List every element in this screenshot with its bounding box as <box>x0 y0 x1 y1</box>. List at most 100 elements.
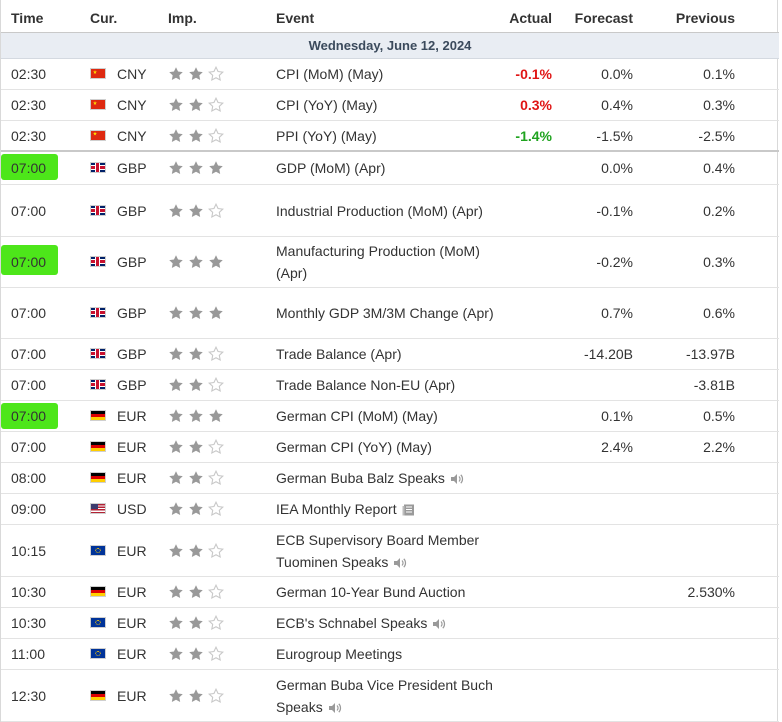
star-filled-icon <box>169 409 183 422</box>
event-name-link[interactable]: German CPI (MoM) (May) <box>276 408 438 424</box>
event-name-link[interactable]: PPI (YoY) (May) <box>276 127 377 144</box>
table-row[interactable]: 02:30 CNY CPI (MoM) (May) -0.1% 0.0% 0.1% <box>1 59 779 90</box>
china-flag-icon <box>90 68 106 79</box>
usa-flag-icon <box>90 503 106 514</box>
header-currency[interactable]: Cur. <box>90 10 118 26</box>
star-filled-icon <box>169 98 183 111</box>
event-name-cell[interactable]: German Buba Vice President Buch Speaks <box>276 670 501 721</box>
event-time: 07:00 <box>11 408 47 424</box>
event-name-cell[interactable]: German Buba Balz Speaks <box>276 463 501 493</box>
event-name-cell[interactable]: German 10-Year Bund Auction <box>276 577 501 607</box>
currency-code: EUR <box>117 542 147 559</box>
table-row[interactable]: 11:00 EUR Eurogroup Meetings <box>1 639 779 670</box>
event-name-cell[interactable]: ECB's Schnabel Speaks <box>276 608 501 638</box>
event-name-cell[interactable]: IEA Monthly Report <box>276 494 501 524</box>
star-empty-icon <box>208 439 224 455</box>
actual-value: -0.1% <box>515 66 552 82</box>
importance-rating <box>168 494 224 524</box>
importance-rating <box>168 432 224 462</box>
event-name-cell[interactable]: CPI (MoM) (May) <box>276 59 501 89</box>
event-name-link[interactable]: German Buba Vice President Buch Speaks <box>276 676 493 715</box>
table-row[interactable]: 07:00 GBP Trade Balance (Apr) -14.20B -13.97… <box>1 339 779 370</box>
event-name-link[interactable]: Trade Balance Non-EU (Apr) <box>276 377 456 393</box>
table-row[interactable]: 07:00 EUR German CPI (MoM) (May) 0.1% 0.5% <box>1 401 779 432</box>
header-time[interactable]: Time <box>11 10 44 26</box>
forecast-value: 0.0% <box>601 160 633 176</box>
event-name-cell[interactable]: Eurogroup Meetings <box>276 639 501 669</box>
star-filled-icon <box>169 647 183 660</box>
event-name-link[interactable]: Trade Balance (Apr) <box>276 346 402 362</box>
table-row[interactable]: 02:30 CNY PPI (YoY) (May) -1.4% -1.5% -2.5% <box>1 121 779 152</box>
event-name-cell[interactable]: Trade Balance (Apr) <box>276 339 501 369</box>
table-row[interactable]: 10:30 EUR German 10-Year Bund Auction 2.530… <box>1 577 779 608</box>
event-name-link[interactable]: German Buba Balz Speaks <box>276 470 445 486</box>
event-name-link[interactable]: Eurogroup Meetings <box>276 646 403 662</box>
table-row[interactable]: 10:30 EUR ECB's Schnabel Speaks <box>1 608 779 639</box>
uk-flag-icon <box>90 379 106 390</box>
star-filled-icon <box>189 67 203 80</box>
table-row[interactable]: 07:00 EUR German CPI (YoY) (May) 2.4% 2.2% <box>1 432 779 463</box>
event-name-cell[interactable]: GDP (MoM) (Apr) <box>276 152 501 184</box>
event-name-link[interactable]: Industrial Production (MoM) (Apr) <box>276 202 483 219</box>
header-event[interactable]: Event <box>276 10 315 26</box>
event-name-cell[interactable]: Trade Balance Non-EU (Apr) <box>276 370 501 400</box>
header-importance[interactable]: Imp. <box>168 10 197 26</box>
currency-code: GBP <box>117 160 147 176</box>
star-filled-icon <box>189 471 203 484</box>
star-filled-icon <box>189 502 203 515</box>
importance-rating <box>168 525 224 576</box>
forecast-value: -14.20B <box>583 346 633 362</box>
importance-rating <box>168 237 224 287</box>
star-filled-icon <box>189 161 203 174</box>
event-name-cell[interactable]: ECB Supervisory Board Member Tuominen Sp… <box>276 525 501 576</box>
event-name-cell[interactable]: German CPI (YoY) (May) <box>276 432 501 462</box>
table-row[interactable]: 08:00 EUR German Buba Balz Speaks <box>1 463 779 494</box>
event-name-link[interactable]: IEA Monthly Report <box>276 501 397 517</box>
currency-code: EUR <box>117 470 147 486</box>
event-name-link[interactable]: CPI (MoM) (May) <box>276 66 384 82</box>
event-name-link[interactable]: German 10-Year Bund Auction <box>276 584 466 600</box>
event-name-cell[interactable]: PPI (YoY) (May) <box>276 121 501 150</box>
event-name-cell[interactable]: CPI (YoY) (May) <box>276 90 501 120</box>
table-row[interactable]: 12:30 EUR German Buba Vice President Buch … <box>1 670 779 722</box>
currency-code: GBP <box>117 254 147 270</box>
header-previous[interactable]: Previous <box>675 10 735 26</box>
event-name-link[interactable]: ECB's Schnabel Speaks <box>276 615 428 631</box>
event-name-link[interactable]: Monthly GDP 3M/3M Change (Apr) <box>276 305 494 321</box>
star-empty-icon <box>208 97 224 113</box>
event-name-link[interactable]: Manufacturing Production (MoM) (Apr) <box>276 243 480 281</box>
star-filled-icon <box>169 203 183 217</box>
event-time: 10:30 <box>11 584 47 600</box>
speaker-icon <box>328 698 342 713</box>
table-row[interactable]: 02:30 CNY CPI (YoY) (May) 0.3% 0.4% 0.3% <box>1 90 779 121</box>
eu-flag-icon <box>90 544 106 556</box>
forecast-value: 2.4% <box>601 439 633 455</box>
table-row[interactable]: 07:00 GBP Manufacturing Production (MoM) (… <box>1 237 779 288</box>
table-row[interactable]: 07:00 GBP Trade Balance Non-EU (Apr) -3.81B <box>1 370 779 401</box>
table-row[interactable]: 10:15 EUR ECB Supervisory Board Member Tuo… <box>1 525 779 577</box>
event-name-link[interactable]: ECB Supervisory Board Member Tuominen Sp… <box>276 531 480 570</box>
table-row[interactable]: 07:00 GBP GDP (MoM) (Apr) 0.0% 0.4% <box>1 152 779 185</box>
event-name-link[interactable]: German CPI (YoY) (May) <box>276 439 432 455</box>
event-name-cell[interactable]: Industrial Production (MoM) (Apr) <box>276 185 501 236</box>
table-row[interactable]: 09:00 USD IEA Monthly Report <box>1 494 779 525</box>
table-row[interactable]: 07:00 GBP Monthly GDP 3M/3M Change (Apr) 0.… <box>1 288 779 339</box>
event-name-link[interactable]: CPI (YoY) (May) <box>276 97 378 113</box>
importance-rating <box>168 670 224 721</box>
header-forecast[interactable]: Forecast <box>574 10 633 26</box>
table-row[interactable]: 07:00 GBP Industrial Production (MoM) (Apr… <box>1 185 779 237</box>
previous-value: 2.530% <box>687 584 735 600</box>
importance-rating <box>168 121 224 150</box>
event-name-cell[interactable]: Monthly GDP 3M/3M Change (Apr) <box>276 288 501 338</box>
star-filled-icon <box>209 255 223 268</box>
currency-code: USD <box>117 501 147 517</box>
star-filled-icon <box>189 688 203 702</box>
star-filled-icon <box>189 347 203 360</box>
star-filled-icon <box>169 347 183 360</box>
event-name-link[interactable]: GDP (MoM) (Apr) <box>276 160 386 176</box>
event-name-cell[interactable]: Manufacturing Production (MoM) (Apr) <box>276 237 501 287</box>
star-filled-icon <box>169 688 183 702</box>
header-actual[interactable]: Actual <box>509 10 552 26</box>
currency-code: GBP <box>117 346 147 362</box>
event-name-cell[interactable]: German CPI (MoM) (May) <box>276 401 501 431</box>
